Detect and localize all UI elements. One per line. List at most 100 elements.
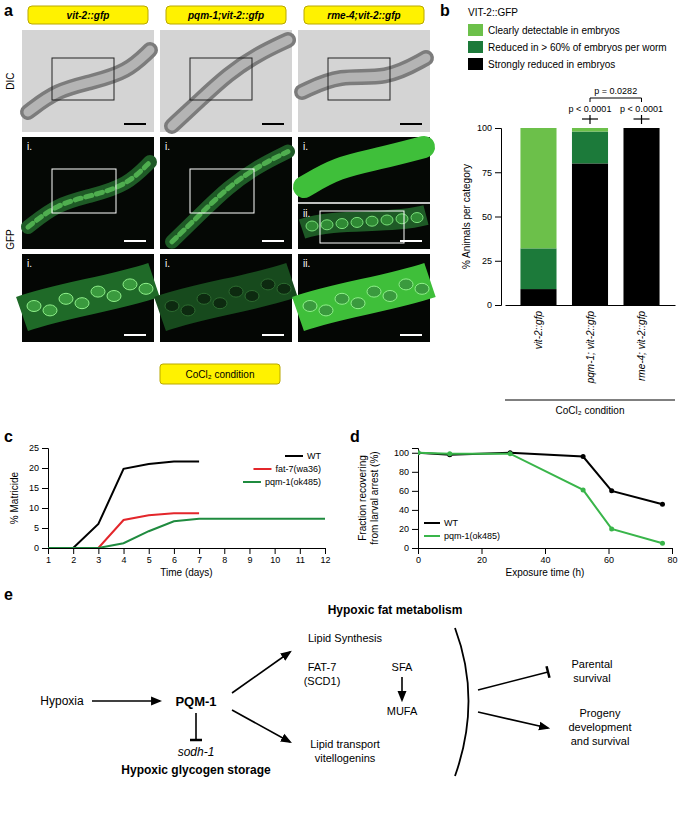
tick-mark xyxy=(224,548,225,554)
point xyxy=(418,450,421,455)
node: Lipid Synthesis xyxy=(308,632,382,644)
tick-mark xyxy=(249,548,250,554)
embryo xyxy=(366,216,378,226)
panel-e: Hypoxic fat metabolismHypoxiaPQM-1sodh-1… xyxy=(40,603,631,777)
tick-label: 75 xyxy=(482,168,492,178)
arrow xyxy=(401,677,403,700)
condition-tag xyxy=(166,6,286,24)
tick-label: 9 xyxy=(247,555,252,565)
image-background xyxy=(22,30,154,132)
scale-bar xyxy=(400,334,422,336)
tick-label: 25 xyxy=(29,443,39,453)
axis-line xyxy=(506,305,676,306)
node: development xyxy=(569,721,632,733)
tick-mark xyxy=(482,548,483,554)
node: (SCD1) xyxy=(304,675,341,687)
axis: 0510152025 xyxy=(29,443,49,553)
embryo xyxy=(411,213,423,223)
tick: 8 xyxy=(222,548,227,565)
embryo xyxy=(107,291,121,302)
tick: pqm-1; vit-2::gfp xyxy=(585,305,596,384)
tick: 60 xyxy=(604,548,614,565)
tick-label: rme-4; vit-2::gfp xyxy=(636,311,647,381)
annotation: p < 0.0001 xyxy=(620,104,663,114)
tick: 12 xyxy=(320,548,330,565)
tick: 25 xyxy=(29,443,48,453)
tick: 75 xyxy=(482,168,501,178)
tick: 100 xyxy=(477,123,501,133)
tick-mark xyxy=(495,217,501,218)
row-label: GFP xyxy=(5,229,16,250)
condition-legend-box xyxy=(160,364,280,384)
bar xyxy=(623,128,659,305)
worm xyxy=(172,40,288,126)
worm xyxy=(28,50,150,112)
legend-label: pqm-1(ok485) xyxy=(265,477,321,487)
tick-label: 0 xyxy=(416,555,421,565)
legend-swatch xyxy=(253,468,271,470)
axis-title: % Matricide xyxy=(9,471,20,524)
tick: 0 xyxy=(487,300,501,310)
tick-mark xyxy=(42,488,48,489)
annotation-bracket xyxy=(590,98,642,102)
node: Parental xyxy=(572,658,613,670)
tick-mark xyxy=(495,128,501,129)
tick-label: 15 xyxy=(29,483,39,493)
axis-title: % Animals per category xyxy=(461,164,472,269)
legend-label: Reduced in > 60% of embryos per worm xyxy=(488,42,667,53)
embryo xyxy=(319,305,333,316)
point xyxy=(581,454,586,459)
embryo xyxy=(336,219,348,229)
annotation-line xyxy=(589,115,590,124)
point xyxy=(609,488,614,493)
tick-mark xyxy=(98,548,99,554)
embryo xyxy=(43,305,57,316)
zoom-image: i. xyxy=(22,254,154,342)
tick-label: 100 xyxy=(394,448,409,458)
axis: vit-2::gfppqm-1; vit-2::gfprme-4; vit-2:… xyxy=(506,305,676,384)
node: FAT-7 xyxy=(308,661,337,673)
condition-tag xyxy=(304,6,424,24)
point xyxy=(660,541,665,546)
axis-line xyxy=(42,449,49,549)
column-title: vit-2::gfp xyxy=(67,10,110,21)
line xyxy=(48,519,325,548)
tick: 20 xyxy=(29,463,48,473)
tick: 20 xyxy=(477,548,487,565)
panel-label: b xyxy=(440,2,450,19)
embryo xyxy=(306,221,318,231)
image-background xyxy=(22,254,154,342)
tick-label: 0 xyxy=(404,543,409,553)
inset-label: i. xyxy=(303,141,308,152)
tick-label: 1 xyxy=(46,555,51,565)
embryo xyxy=(321,220,333,230)
panel-label: d xyxy=(350,428,360,445)
axis-line xyxy=(49,549,326,555)
embryo xyxy=(165,301,179,312)
tick: 0 xyxy=(34,543,48,553)
bar xyxy=(623,128,659,129)
axis: 123456789101112 xyxy=(46,548,331,565)
tick-label: 100 xyxy=(477,123,492,133)
panel-label: a xyxy=(4,2,13,19)
legend-label: Clearly detectable in embryos xyxy=(488,25,620,36)
bar xyxy=(572,128,608,132)
tick-label: 0 xyxy=(487,300,492,310)
inset-box xyxy=(52,58,114,100)
tick-mark xyxy=(325,548,326,554)
worm xyxy=(304,147,424,187)
legend-label: WT xyxy=(307,451,321,461)
panel-c: 1234567891011120510152025Time (days)% Ma… xyxy=(9,443,331,578)
axis: 020406080 xyxy=(416,548,678,565)
tick-mark xyxy=(609,548,610,554)
embryo xyxy=(367,286,381,297)
image-background xyxy=(298,254,430,342)
point xyxy=(581,487,586,492)
tick-mark xyxy=(42,528,48,529)
embryo xyxy=(75,298,89,309)
worm xyxy=(28,162,150,227)
tick-mark xyxy=(73,548,74,554)
panel-d: 020406080020406080100Exposure time (h)Fr… xyxy=(357,448,678,578)
tick-label: 6 xyxy=(172,555,177,565)
tick: 20 xyxy=(399,524,418,534)
